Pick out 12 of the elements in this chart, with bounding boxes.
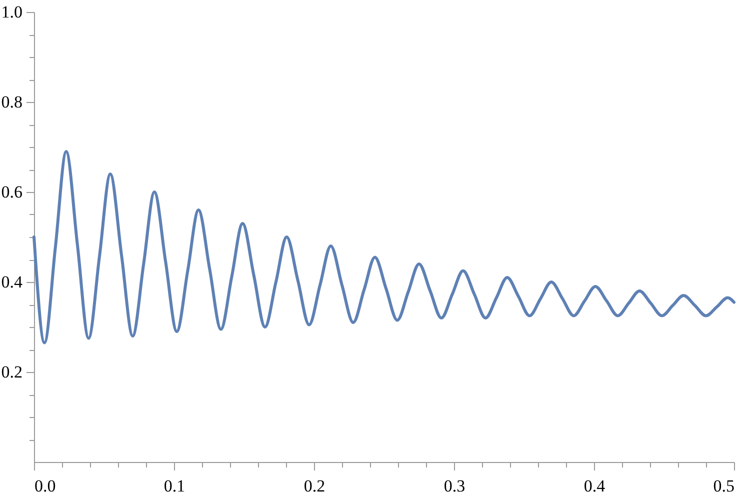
x-tick-label: 0.4	[584, 476, 606, 496]
x-tick-label: 0.3	[444, 476, 466, 496]
x-tick-label: 0.5	[713, 476, 734, 496]
x-tick-label: 0.2	[304, 476, 326, 496]
line-series	[32, 150, 736, 344]
y-tick-label: 0.4	[1, 272, 23, 292]
x-tick-label: 0.0	[34, 476, 56, 496]
x-tick-label: 0.1	[164, 476, 186, 496]
y-tick-label: 0.2	[1, 362, 22, 382]
y-tick-label: 1.0	[1, 2, 22, 22]
y-tick-label: 0.8	[1, 92, 22, 112]
y-tick-label: 0.6	[1, 182, 22, 202]
